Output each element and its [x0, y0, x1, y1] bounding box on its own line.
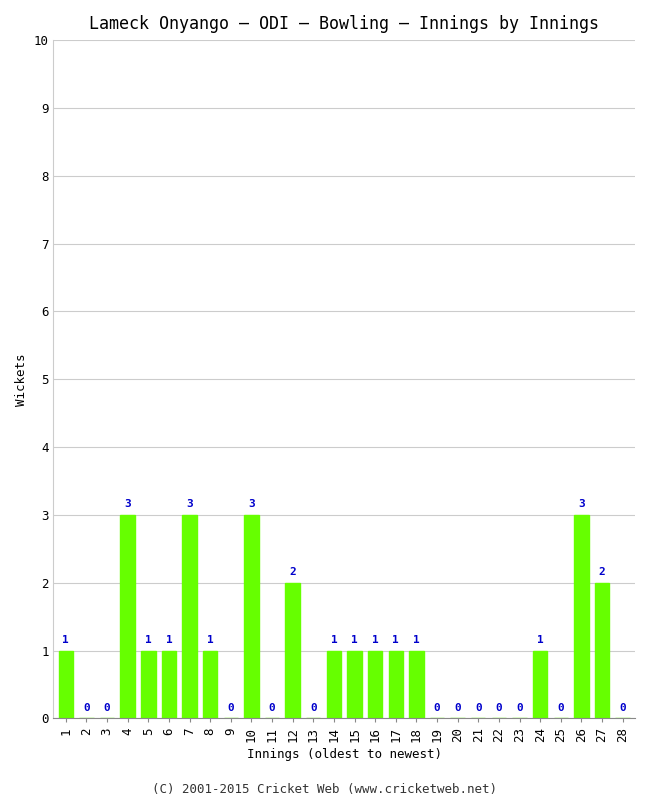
Bar — [182, 515, 197, 718]
Text: 0: 0 — [475, 703, 482, 713]
X-axis label: Innings (oldest to newest): Innings (oldest to newest) — [247, 748, 442, 761]
Text: 1: 1 — [207, 635, 214, 645]
Text: 0: 0 — [103, 703, 111, 713]
Text: 1: 1 — [372, 635, 378, 645]
Text: 1: 1 — [166, 635, 172, 645]
Text: 1: 1 — [62, 635, 69, 645]
Text: 0: 0 — [454, 703, 461, 713]
Title: Lameck Onyango – ODI – Bowling – Innings by Innings: Lameck Onyango – ODI – Bowling – Innings… — [89, 15, 599, 33]
Bar — [368, 650, 382, 718]
Text: 0: 0 — [268, 703, 276, 713]
Bar — [533, 650, 547, 718]
Bar — [327, 650, 341, 718]
Bar — [595, 582, 609, 718]
Text: 2: 2 — [599, 567, 605, 578]
Text: 3: 3 — [578, 499, 585, 510]
Text: 1: 1 — [393, 635, 399, 645]
Text: 0: 0 — [495, 703, 502, 713]
Bar — [162, 650, 176, 718]
Text: 1: 1 — [537, 635, 543, 645]
Text: 2: 2 — [289, 567, 296, 578]
Bar — [285, 582, 300, 718]
Text: 0: 0 — [619, 703, 626, 713]
Y-axis label: Wickets: Wickets — [15, 353, 28, 406]
Text: 3: 3 — [248, 499, 255, 510]
Text: 0: 0 — [434, 703, 441, 713]
Bar — [409, 650, 424, 718]
Bar — [347, 650, 362, 718]
Bar — [203, 650, 217, 718]
Text: 0: 0 — [227, 703, 234, 713]
Text: 1: 1 — [145, 635, 151, 645]
Bar — [141, 650, 155, 718]
Text: 1: 1 — [351, 635, 358, 645]
Bar — [389, 650, 403, 718]
Bar — [244, 515, 259, 718]
Text: 0: 0 — [558, 703, 564, 713]
Text: 3: 3 — [124, 499, 131, 510]
Text: 0: 0 — [516, 703, 523, 713]
Text: 1: 1 — [413, 635, 420, 645]
Text: 0: 0 — [310, 703, 317, 713]
Text: 0: 0 — [83, 703, 90, 713]
Text: 3: 3 — [186, 499, 193, 510]
Bar — [574, 515, 589, 718]
Bar — [58, 650, 73, 718]
Text: 1: 1 — [330, 635, 337, 645]
Text: (C) 2001-2015 Cricket Web (www.cricketweb.net): (C) 2001-2015 Cricket Web (www.cricketwe… — [153, 783, 497, 796]
Bar — [120, 515, 135, 718]
